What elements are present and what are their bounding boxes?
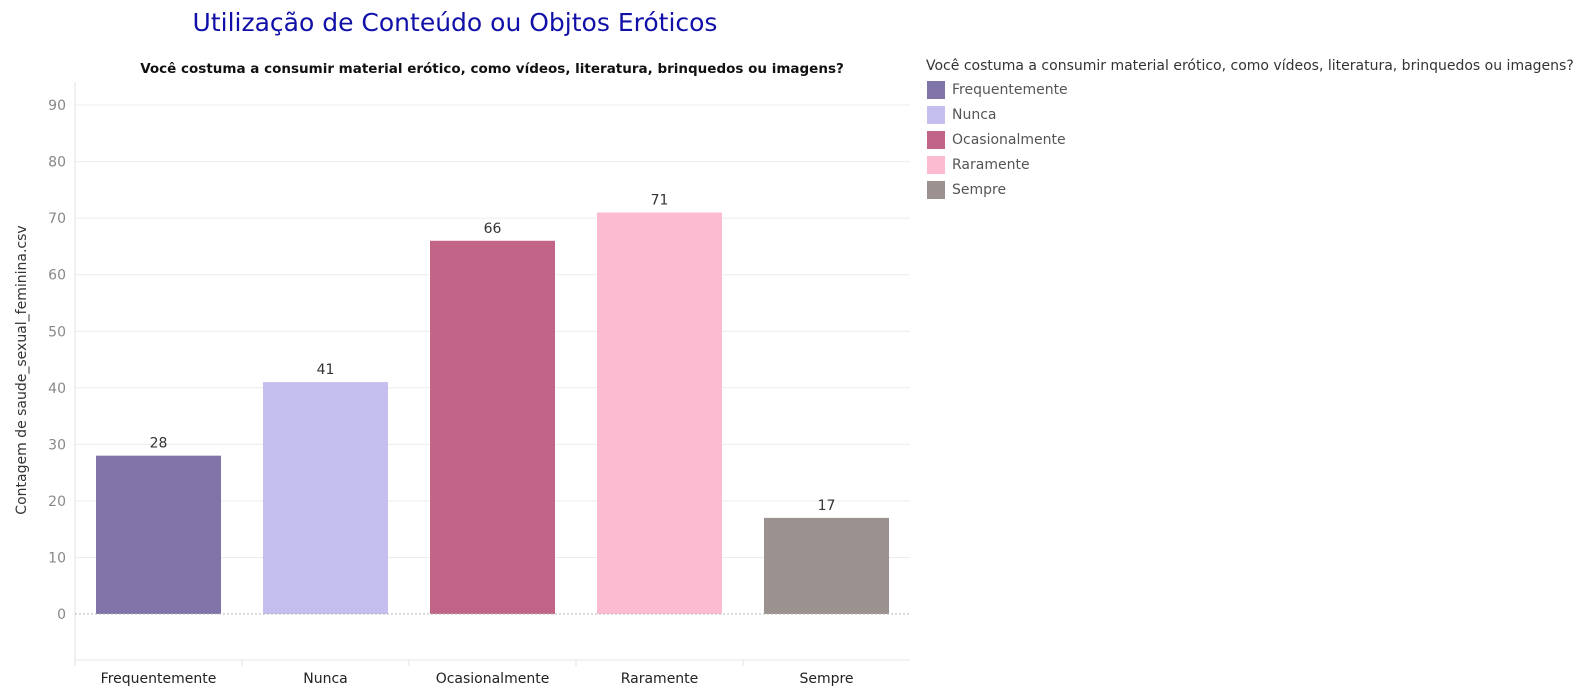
legend-swatch — [927, 80, 945, 99]
legend: Você costuma a consumir material erótico… — [926, 58, 1574, 202]
y-tick-label: 0 — [57, 607, 66, 623]
legend-item-ocasionalmente[interactable]: Ocasionalmente — [926, 127, 1574, 152]
y-tick-label: 60 — [48, 268, 66, 284]
legend-swatch — [927, 180, 945, 199]
legend-label: Frequentemente — [952, 81, 1068, 98]
y-tick-label: 40 — [48, 381, 66, 397]
y-axis-label: Contagem de saude_sexual_feminina.csv — [14, 225, 30, 514]
y-tick-label: 80 — [48, 155, 66, 171]
bars: 28 41 66 71 17 — [96, 192, 889, 614]
legend-swatch — [927, 105, 945, 124]
legend-item-frequentemente[interactable]: Frequentemente — [926, 77, 1574, 102]
y-tick-label: 20 — [48, 494, 66, 510]
data-label: 28 — [150, 436, 168, 452]
legend-label: Raramente — [952, 156, 1030, 173]
y-tick-label: 90 — [48, 98, 66, 114]
x-tick-label: Frequentemente — [101, 671, 217, 687]
x-tick-label: Nunca — [303, 671, 348, 687]
y-tick-label: 10 — [48, 550, 66, 566]
y-tick-label: 70 — [48, 211, 66, 227]
bar-sempre[interactable] — [764, 517, 889, 614]
legend-item-raramente[interactable]: Raramente — [926, 152, 1574, 177]
chart-title: Utilização de Conteúdo ou Objtos Erótico… — [192, 8, 718, 37]
data-label: 66 — [484, 221, 502, 237]
legend-swatch — [927, 155, 945, 174]
bar-nunca[interactable] — [263, 382, 388, 614]
data-label: 17 — [818, 498, 836, 514]
x-tick-label: Sempre — [799, 671, 853, 687]
legend-item-nunca[interactable]: Nunca — [926, 102, 1574, 127]
x-tick-label: Ocasionalmente — [436, 671, 550, 687]
x-tick-label: Raramente — [621, 671, 699, 687]
axes: 0 10 20 30 40 50 60 70 80 90 Frequentemente Nunca Oc… — [48, 82, 910, 687]
legend-item-sempre[interactable]: Sempre — [926, 177, 1574, 202]
bar-raramente[interactable] — [597, 212, 722, 614]
legend-label: Nunca — [952, 106, 997, 123]
y-tick-label: 50 — [48, 324, 66, 340]
chart-subtitle: Você costuma a consumir material erótico… — [140, 61, 844, 77]
data-label: 71 — [651, 192, 669, 208]
legend-swatch — [927, 130, 945, 149]
bar-frequentemente[interactable] — [96, 455, 221, 614]
y-tick-label: 30 — [48, 437, 66, 453]
data-label: 41 — [317, 362, 335, 378]
legend-label: Sempre — [952, 181, 1007, 198]
bar-ocasionalmente[interactable] — [430, 240, 555, 614]
legend-label: Ocasionalmente — [952, 131, 1066, 148]
legend-title: Você costuma a consumir material erótico… — [926, 58, 1574, 74]
legend-items: Frequentemente Nunca Ocasionalmente Raramen… — [926, 77, 1574, 202]
